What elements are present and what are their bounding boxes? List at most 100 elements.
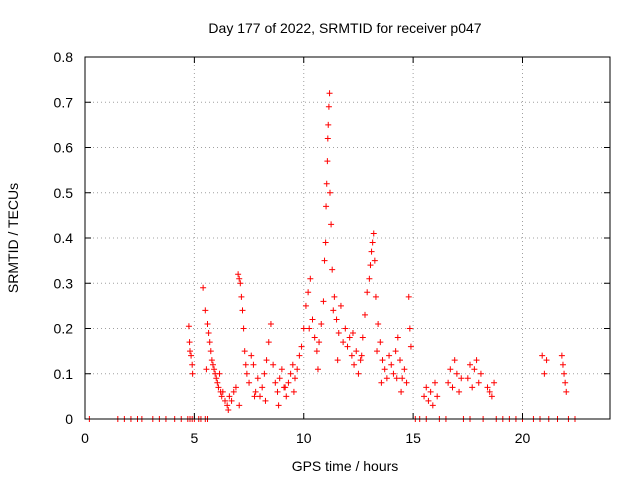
data-point [321,257,328,264]
data-point [236,402,243,409]
data-point [473,357,480,364]
y-tick-label: 0.5 [54,185,74,201]
data-point [211,366,218,373]
data-point [202,307,209,314]
x-axis-title: GPS time / hours [292,458,399,474]
data-point [383,375,390,382]
data-point [401,366,408,373]
data-point [313,348,320,355]
data-point [186,339,193,346]
data-point [325,103,332,110]
data-point [226,393,233,400]
data-point [423,384,430,391]
data-point [434,393,441,400]
data-point [484,384,491,391]
x-tick-label: 10 [296,430,312,446]
data-point [471,366,478,373]
data-point [421,393,428,400]
data-point [236,275,243,282]
data-point [340,339,347,346]
data-point [344,343,351,350]
data-point [218,393,225,400]
data-point [372,293,379,300]
data-point [240,325,247,332]
data-point [282,384,289,391]
data-point [351,361,358,368]
data-point [491,379,498,386]
data-point [243,370,250,377]
data-point [325,121,332,128]
data-point [407,343,414,350]
data-point [368,248,375,255]
data-point [272,379,279,386]
data-point [187,348,193,355]
data-point [379,357,386,364]
data-point [374,348,381,355]
data-point [205,330,212,337]
data-point [185,323,192,330]
data-point [306,325,313,332]
data-point [209,361,216,368]
data-point [287,370,294,377]
y-tick-label: 0.4 [54,230,74,246]
data-point [541,370,548,377]
data-point [453,370,460,377]
data-point [447,366,454,373]
data-point [250,361,257,368]
data-point [364,289,371,296]
data-point [311,334,318,341]
data-point [429,402,436,409]
data-point [381,366,388,373]
data-point [324,158,331,165]
data-point [559,361,566,368]
data-point [239,307,246,314]
data-point [456,388,463,395]
x-tick-label: 15 [405,430,421,446]
data-point [238,293,245,300]
data-point [353,348,360,355]
chart-title: Day 177 of 2022, SRMTID for receiver p04… [208,20,481,36]
data-point [232,384,239,391]
data-point [328,221,335,228]
data-point [242,361,249,368]
data-point [188,352,195,359]
x-tick-label: 5 [190,430,198,446]
data-point [292,375,298,382]
data-point [283,393,290,400]
data-point [203,366,210,373]
data-point [254,375,261,382]
data-point [206,339,213,346]
data-point [331,293,338,300]
data-point [241,348,248,355]
data-point [298,343,305,350]
data-point [558,352,565,359]
data-point [265,339,272,346]
data-point [469,384,476,391]
data-point [464,375,471,382]
data-point [399,375,406,382]
data-point [294,366,301,373]
data-point [305,289,312,296]
data-point [362,311,368,318]
y-tick-label: 0.1 [54,366,74,382]
data-point [359,334,366,341]
data-point [259,384,266,391]
data-point [467,361,473,368]
data-point [393,375,400,382]
data-point [403,379,410,386]
data-point [274,388,281,395]
data-point [327,189,333,196]
data-point [398,388,405,395]
data-point [371,257,378,264]
data-point [475,379,482,386]
data-point [562,379,569,386]
x-tick-label: 0 [81,430,89,446]
data-point [189,370,196,377]
data-point [309,316,316,323]
data-point [342,325,349,332]
data-point [432,379,438,386]
data-point [323,203,330,210]
data-point [445,379,452,386]
